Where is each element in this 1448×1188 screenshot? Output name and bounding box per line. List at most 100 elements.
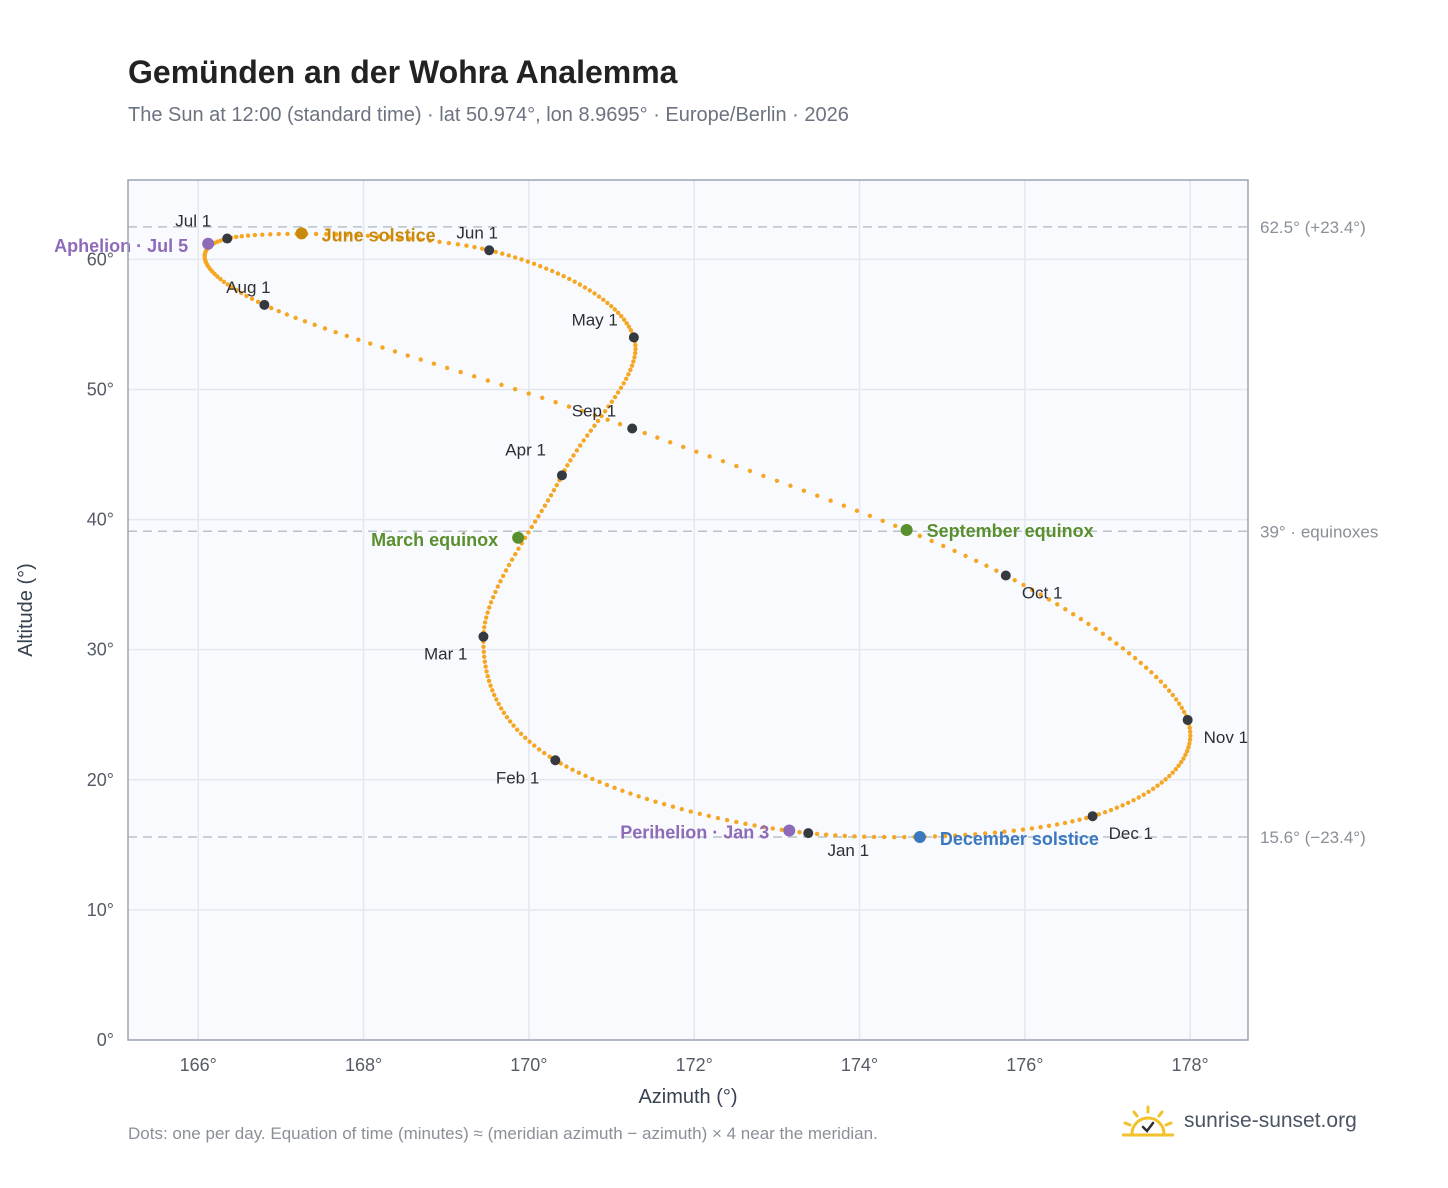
- month-marker: [478, 631, 489, 642]
- day-dot: [612, 307, 618, 312]
- day-dot: [1181, 709, 1187, 715]
- y-tick-label: 40°: [87, 510, 114, 530]
- plot-area: [128, 180, 1248, 1040]
- day-dot: [427, 238, 433, 243]
- month-label: Sep 1: [572, 402, 616, 421]
- day-dot: [1154, 674, 1159, 680]
- day-dot: [239, 234, 245, 239]
- day-dot: [1170, 770, 1175, 775]
- day-dot: [493, 589, 498, 595]
- day-dot: [255, 299, 261, 305]
- day-dot: [547, 754, 552, 759]
- month-label: May 1: [572, 310, 618, 329]
- day-dot: [1187, 737, 1193, 742]
- axis-ticks: 166° 168° 170° 172° 174° 176° 178° 0° 10° 20° 30° 4…: [87, 249, 1209, 1075]
- day-dot: [1096, 812, 1102, 817]
- day-dot: [397, 235, 402, 241]
- day-dot: [472, 244, 477, 250]
- day-dot: [599, 413, 604, 419]
- day-dot: [1176, 701, 1182, 706]
- day-dot: [485, 674, 490, 679]
- day-dot: [632, 350, 638, 356]
- day-dot: [797, 829, 802, 835]
- day-dot: [1166, 688, 1172, 693]
- day-dot: [536, 747, 542, 752]
- y-axis-title: Altitude (°): [15, 563, 37, 657]
- day-dot: [621, 317, 627, 322]
- day-dot: [482, 625, 487, 630]
- day-dot: [761, 824, 766, 830]
- day-dot: [244, 293, 249, 299]
- day-dot: [356, 337, 361, 342]
- day-dot: [1188, 733, 1193, 738]
- day-dot: [553, 400, 558, 405]
- day-dot: [597, 779, 602, 785]
- day-dot: [1038, 592, 1043, 597]
- y-tick-label: 60°: [87, 249, 114, 269]
- month-marker: [1087, 811, 1098, 822]
- y-tick-label: 30°: [87, 640, 114, 660]
- day-dot: [596, 294, 602, 299]
- event-label: December solstice: [940, 829, 1099, 849]
- day-dot: [511, 723, 516, 728]
- day-dot: [1170, 692, 1175, 698]
- day-dot: [1183, 752, 1188, 758]
- month-marker: [556, 470, 567, 481]
- day-dot: [770, 826, 775, 831]
- day-dot: [276, 231, 281, 237]
- day-dot: [743, 821, 748, 826]
- day-dot: [644, 796, 650, 802]
- month-label: Mar 1: [424, 645, 467, 664]
- day-dot: [234, 287, 239, 293]
- day-dot: [485, 378, 491, 383]
- day-dot: [697, 811, 702, 816]
- day-dot: [1131, 797, 1136, 803]
- day-dot: [1071, 611, 1076, 617]
- day-dot: [576, 770, 582, 776]
- day-dot: [1179, 705, 1185, 711]
- day-dot: [1141, 792, 1146, 797]
- day-dot: [1173, 767, 1179, 772]
- day-dot: [536, 514, 541, 519]
- footnote: Dots: one per day. Equation of time (min…: [128, 1124, 878, 1143]
- day-dot: [617, 421, 623, 427]
- day-dot: [221, 279, 227, 284]
- day-dot: [1144, 665, 1149, 670]
- day-dot: [618, 385, 624, 391]
- day-dot: [566, 404, 572, 409]
- day-dot: [653, 799, 658, 804]
- day-dot: [431, 361, 437, 366]
- day-dot: [1158, 679, 1164, 684]
- day-dot: [633, 346, 638, 352]
- month-label: Aug 1: [226, 278, 270, 297]
- day-dot: [1078, 616, 1084, 622]
- day-dot: [715, 815, 721, 821]
- day-dot: [604, 782, 610, 788]
- brand[interactable]: sunrise-sunset.org: [1122, 1104, 1357, 1138]
- day-dot: [302, 319, 308, 324]
- day-dot: [344, 333, 350, 339]
- day-dot: [615, 310, 621, 316]
- day-dot: [492, 692, 497, 698]
- day-dot: [893, 523, 898, 529]
- day-dot: [531, 261, 537, 267]
- day-dot: [1046, 597, 1052, 602]
- day-dot: [513, 551, 518, 557]
- day-dot: [642, 430, 647, 436]
- day-dot: [525, 259, 531, 264]
- day-dot: [1173, 697, 1179, 702]
- day-dot: [333, 329, 338, 335]
- day-dot: [612, 785, 617, 791]
- day-dot: [1155, 783, 1160, 788]
- day-dot: [984, 563, 989, 568]
- month-marker: [1182, 714, 1193, 725]
- month-label: Dec 1: [1109, 824, 1153, 843]
- event-marker: [913, 831, 926, 844]
- x-tick-label: 168°: [345, 1055, 382, 1075]
- day-dot: [481, 644, 486, 649]
- day-dot: [506, 253, 511, 258]
- day-dot: [1102, 810, 1108, 815]
- day-dot: [636, 794, 641, 799]
- reference-line-label: 39° · equinoxes: [1260, 522, 1378, 541]
